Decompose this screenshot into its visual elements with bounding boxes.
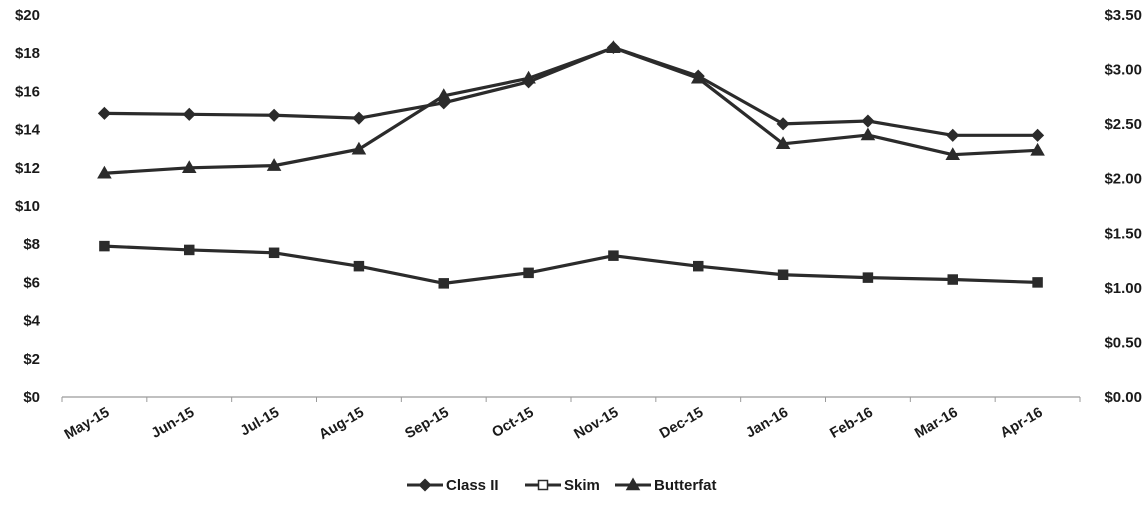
x-tick-label: Feb-16 (827, 405, 875, 442)
x-tick-label: Apr-16 (998, 405, 1046, 442)
y-left-tick-label: $10 (15, 198, 40, 215)
data-point-butterfat (690, 70, 706, 84)
y-left-tick-label: $12 (15, 160, 40, 177)
series-line-butterfat (104, 46, 1038, 175)
data-point-butterfat (945, 147, 961, 160)
y-right-tick-label: $2.50 (1104, 116, 1142, 133)
y-left-tick-label: $18 (15, 45, 40, 62)
data-point-skim (1032, 277, 1043, 288)
y-right-tick-label: $0.00 (1104, 389, 1142, 406)
data-point-skim (99, 240, 110, 252)
data-point-skim (693, 260, 704, 272)
y-left-tick-label: $6 (23, 274, 40, 291)
y-left-tick-label: $4 (23, 313, 40, 330)
data-point-skim (777, 269, 789, 281)
x-tick-label: Jan-16 (743, 405, 791, 442)
x-tick-label: Jul-15 (238, 405, 282, 440)
y-right-tick-label: $1.00 (1104, 280, 1142, 297)
data-point-butterfat (266, 158, 282, 171)
data-point-skim (862, 272, 874, 283)
data-point-butterfat (351, 141, 367, 155)
series-line-skim (104, 244, 1038, 285)
data-point-butterfat (775, 136, 791, 150)
y-left-tick-label: $16 (15, 83, 40, 100)
data-point-class-ii (352, 111, 366, 125)
data-point-butterfat (860, 127, 876, 141)
data-point-butterfat (1030, 142, 1045, 156)
x-tick-label: Nov-15 (572, 405, 622, 443)
data-point-butterfat (97, 165, 112, 179)
data-point-skim (438, 278, 449, 289)
axes: $0 $2 $4 $6 $8 $10 $12 $14 $16 $18 $20 $0.00 $0.50 $1… (15, 7, 1142, 443)
legend-marker-butterfat (625, 477, 641, 491)
y-left-tick-label: $20 (15, 7, 40, 24)
x-tick-label: Oct-15 (489, 405, 536, 441)
data-point-class-ii (182, 107, 196, 121)
y-left-tick-label: $0 (23, 389, 40, 406)
data-point-butterfat (436, 88, 452, 102)
data-point-class-ii (97, 106, 111, 120)
x-tick-label: Dec-15 (657, 405, 706, 443)
data-point-skim (523, 267, 534, 279)
data-point-skim (608, 250, 619, 261)
series-lines (97, 40, 1045, 289)
x-tick-label: May-15 (62, 405, 113, 443)
legend-marker-skim (537, 479, 549, 491)
legend: Class II Skim Butterfat (407, 477, 717, 494)
legend-label-class-ii: Class II (446, 477, 499, 494)
legend-label-butterfat: Butterfat (654, 477, 717, 494)
x-tick-label: Sep-15 (403, 405, 452, 443)
data-point-skim (268, 247, 280, 259)
data-point-butterfat (181, 160, 197, 174)
legend-marker-class-ii (418, 478, 432, 492)
data-point-class-ii (267, 108, 281, 122)
y-left-tick-label: $8 (23, 236, 40, 253)
y-left-tick-label: $2 (23, 351, 40, 368)
data-point-butterfat (606, 40, 621, 53)
y-right-tick-label: $0.50 (1104, 334, 1142, 351)
data-point-skim (947, 274, 958, 285)
data-point-skim (353, 260, 365, 272)
data-point-class-ii (1031, 128, 1045, 142)
y-right-tick-label: $3.50 (1104, 7, 1142, 24)
x-tick-label: Mar-16 (912, 405, 960, 442)
data-point-skim (184, 244, 195, 256)
x-tick-label: Aug-15 (316, 405, 367, 443)
series-line-class-ii (104, 45, 1038, 137)
x-tick-label: Jun-15 (149, 405, 197, 442)
legend-label-skim: Skim (564, 477, 600, 494)
y-right-tick-label: $1.50 (1104, 225, 1142, 242)
data-point-class-ii (946, 128, 960, 142)
data-point-class-ii (776, 117, 790, 131)
data-point-butterfat (521, 70, 536, 84)
data-point-class-ii (861, 114, 875, 128)
y-right-tick-label: $2.00 (1104, 171, 1142, 188)
y-left-tick-label: $14 (15, 122, 41, 139)
y-right-tick-label: $3.00 (1104, 62, 1142, 79)
